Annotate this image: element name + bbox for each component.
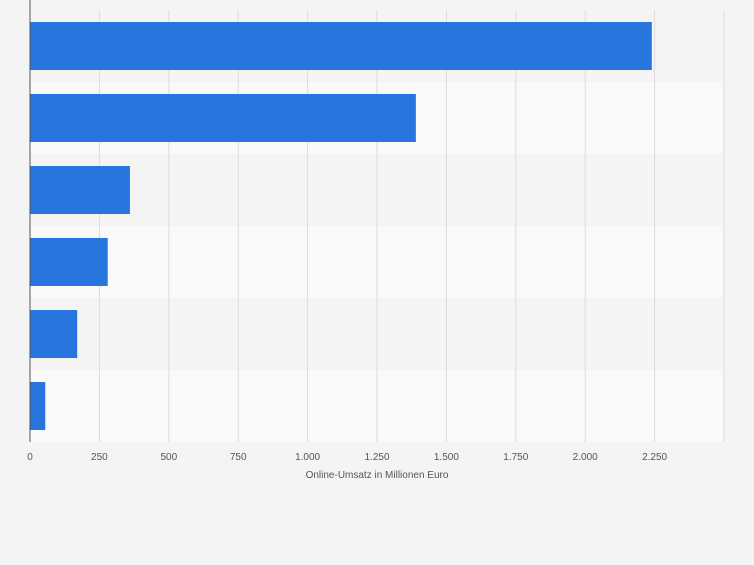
x-tick-label: 250 xyxy=(91,452,108,463)
bar xyxy=(30,310,78,358)
x-tick-label: 2.250 xyxy=(642,452,667,463)
bar xyxy=(30,94,416,142)
x-tick-label: 500 xyxy=(160,452,177,463)
x-tick-label: 2.000 xyxy=(573,452,598,463)
bar xyxy=(30,238,108,286)
x-tick-label: 1.500 xyxy=(434,452,459,463)
bar xyxy=(30,382,46,430)
gridlines xyxy=(98,10,725,442)
bars xyxy=(30,22,652,430)
x-tick-label: 0 xyxy=(27,452,33,463)
x-axis-label: Online-Umsatz in Millionen Euro xyxy=(306,470,449,481)
bar xyxy=(30,22,652,70)
bar xyxy=(30,166,130,214)
x-tick-label: 1.000 xyxy=(295,452,320,463)
x-tick-label: 1.250 xyxy=(364,452,389,463)
x-tick-label: 1.750 xyxy=(503,452,528,463)
x-axis-ticks: 0 250 500 750 1.000 1.250 1.500 1.750 2.000 2.250 xyxy=(27,452,667,463)
x-tick-label: 750 xyxy=(230,452,247,463)
